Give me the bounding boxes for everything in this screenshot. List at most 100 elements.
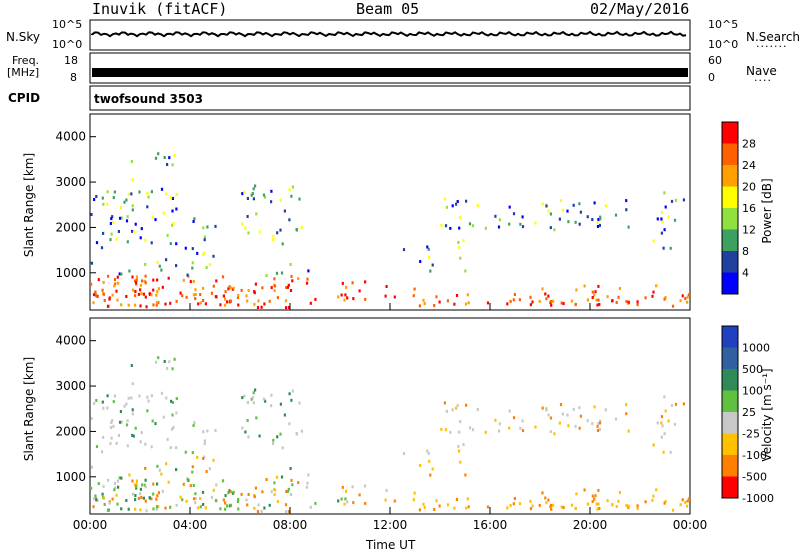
velocity-cell <box>221 479 225 483</box>
velocity-cell <box>309 505 312 509</box>
velocity-cell <box>229 490 232 494</box>
power-cell <box>547 209 550 213</box>
power-cell <box>300 225 303 229</box>
power-cell <box>241 192 244 196</box>
power-cell <box>636 300 639 304</box>
power-cell <box>429 269 432 273</box>
power-cell <box>160 187 164 191</box>
velocity-cell <box>297 481 300 485</box>
power-cell <box>126 215 129 219</box>
power-cell <box>663 297 666 301</box>
velocity-cell <box>614 417 618 421</box>
nsearch-label: N.Search <box>746 30 800 44</box>
power-cell <box>189 280 192 284</box>
power-cell <box>459 216 462 220</box>
power-cell <box>192 220 195 223</box>
power-cell <box>236 296 240 300</box>
velocity-cell <box>429 473 432 477</box>
velocity-cell <box>656 421 659 425</box>
velocity-cell <box>201 490 205 494</box>
power-cell <box>604 204 607 208</box>
power-cell <box>651 294 654 298</box>
power-cell <box>541 202 544 206</box>
power-cell <box>358 289 361 293</box>
velocity-cell <box>205 470 208 473</box>
colorbar-tick-label: -1000 <box>742 492 774 505</box>
power-cell <box>458 245 461 249</box>
power-cell <box>438 300 441 304</box>
velocity-cell <box>197 506 200 510</box>
power-cell <box>572 203 575 207</box>
power-cell <box>90 282 93 286</box>
power-cell <box>165 192 168 196</box>
power-cell <box>644 296 647 300</box>
y-tick-label: 3000 <box>55 379 86 393</box>
velocity-cell <box>254 486 257 490</box>
power-cell <box>144 281 147 285</box>
velocity-cell <box>345 489 348 493</box>
velocity-cell <box>133 483 137 487</box>
x-tick-label: 04:00 <box>173 518 208 532</box>
colorbar-tick-label: 12 <box>742 224 756 237</box>
power-cell <box>453 302 456 306</box>
velocity-cell <box>552 503 555 507</box>
velocity-cell <box>247 435 250 439</box>
power-cell <box>575 288 578 292</box>
velocity-cell <box>140 496 143 499</box>
date-title: 02/May/2016 <box>590 0 690 18</box>
velocity-cell <box>141 483 144 487</box>
velocity-cell <box>156 464 159 468</box>
power-cell <box>205 266 208 269</box>
colorbar-tick-label: 1000 <box>742 342 770 355</box>
velocity-cell <box>260 509 263 513</box>
velocity-cell <box>670 403 674 407</box>
velocity-cell <box>595 502 598 506</box>
power-cell <box>258 230 261 234</box>
velocity-cell <box>214 428 217 432</box>
colorbar-swatch <box>722 272 738 295</box>
power-cell <box>627 300 630 304</box>
velocity-cell <box>273 493 276 497</box>
velocity-cell <box>145 509 148 513</box>
velocity-cell <box>111 419 114 423</box>
power-cell <box>191 266 194 270</box>
colorbar-swatch <box>722 412 738 434</box>
power-cell <box>686 300 689 304</box>
power-cell <box>596 225 600 228</box>
velocity-cell <box>298 401 301 405</box>
power-cell <box>113 284 116 288</box>
velocity-cell <box>549 430 552 434</box>
velocity-cell <box>125 402 128 406</box>
nave-tick-bottom: 0 <box>708 71 715 84</box>
power-cell <box>101 288 104 292</box>
velocity-cell <box>256 510 260 513</box>
power-cell <box>288 218 291 222</box>
velocity-cell <box>513 497 516 500</box>
power-cell <box>133 279 137 283</box>
power-cell <box>140 292 143 295</box>
velocity-cell <box>594 494 597 498</box>
velocity-cell <box>154 360 158 364</box>
velocity-cell <box>131 382 134 386</box>
power-cell <box>132 230 135 234</box>
power-cell <box>562 302 565 306</box>
power-cell <box>160 268 163 272</box>
power-cell <box>287 306 291 309</box>
velocity-cell <box>606 499 609 503</box>
power-cell <box>508 222 511 226</box>
power-cell <box>111 215 114 219</box>
velocity-cell <box>144 466 147 470</box>
colorbar-swatch <box>722 208 738 230</box>
power-cell <box>252 187 255 191</box>
power-cell <box>102 202 105 206</box>
velocity-cell <box>636 507 639 511</box>
colorbar-tick-label: 100 <box>742 385 763 398</box>
velocity-cell <box>273 481 276 485</box>
velocity-cell <box>144 485 147 489</box>
power-cell <box>257 299 260 303</box>
colorbar-tick-label: 16 <box>742 202 756 215</box>
power-cell <box>549 212 552 216</box>
velocity-cell <box>453 506 456 510</box>
velocity-cell <box>202 503 205 506</box>
velocity-cell <box>459 460 462 464</box>
